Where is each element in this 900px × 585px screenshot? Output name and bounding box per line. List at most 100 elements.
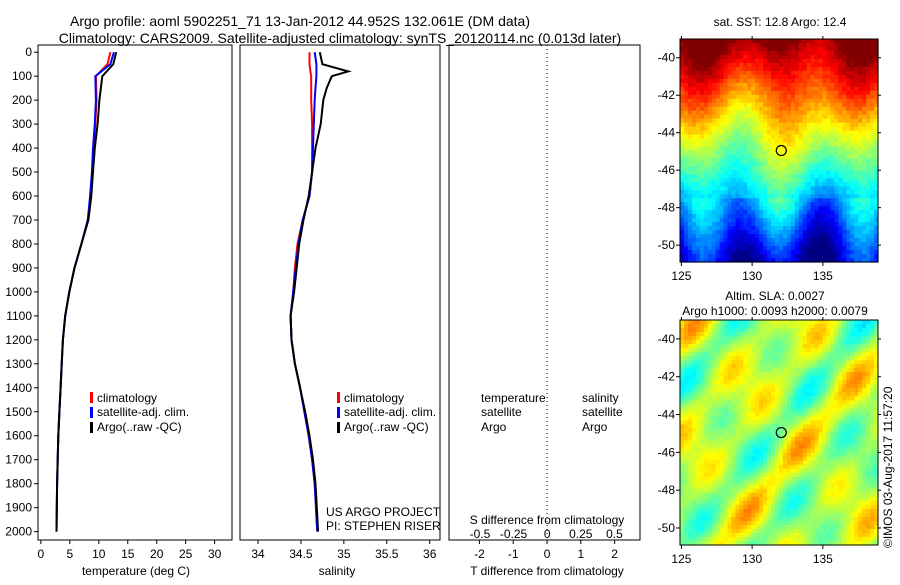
heatmap-cell: [834, 226, 839, 231]
heatmap-cell: [728, 400, 733, 405]
heatmap-cell: [704, 186, 709, 191]
heatmap-cell: [688, 47, 693, 52]
heatmap-cell: [763, 360, 768, 365]
heatmap-cell: [862, 210, 867, 215]
heatmap-cell: [807, 332, 812, 337]
heatmap-cell: [811, 376, 816, 381]
heatmap-cell: [807, 115, 812, 120]
heatmap-cell: [779, 404, 784, 409]
heatmap-cell: [684, 352, 689, 357]
heatmap-cell: [743, 453, 748, 458]
heatmap-cell: [807, 453, 812, 458]
heatmap-cell: [747, 170, 752, 175]
heatmap-cell: [811, 55, 816, 60]
heatmap-cell: [779, 242, 784, 247]
heatmap-cell: [779, 336, 784, 341]
heatmap-cell: [708, 123, 713, 128]
heatmap-cell: [724, 242, 729, 247]
heatmap-cell: [775, 246, 780, 251]
heatmap-cell: [700, 218, 705, 223]
heatmap-cell: [704, 51, 709, 56]
heatmap-cell: [791, 210, 796, 215]
heatmap-cell: [795, 198, 800, 203]
heatmap-cell: [735, 344, 740, 349]
heatmap-cell: [819, 43, 824, 48]
heatmap-cell: [803, 182, 808, 187]
heatmap-cell: [850, 131, 855, 136]
heatmap-cell: [819, 194, 824, 199]
heatmap-cell: [858, 380, 863, 385]
heatmap-cell: [755, 198, 760, 203]
heatmap-cell: [696, 234, 701, 239]
heatmap-cell: [747, 95, 752, 100]
heatmap-cell: [728, 368, 733, 373]
heatmap-cell: [747, 408, 752, 413]
heatmap-cell: [779, 178, 784, 183]
heatmap-cell: [747, 481, 752, 486]
title-line-2: Climatology: CARS2009. Satellite-adjuste…: [59, 30, 621, 46]
heatmap-cell: [862, 206, 867, 211]
heatmap-cell: [799, 91, 804, 96]
heatmap-cell: [827, 63, 832, 68]
heatmap-cell: [724, 376, 729, 381]
heatmap-cell: [743, 143, 748, 148]
heatmap-cell: [751, 202, 756, 207]
heatmap-cell: [739, 250, 744, 255]
heatmap-cell: [724, 352, 729, 357]
heatmap-cell: [716, 170, 721, 175]
heatmap-cell: [783, 469, 788, 474]
heatmap-cell: [827, 230, 832, 235]
heatmap-cell: [799, 154, 804, 159]
heatmap-cell: [834, 147, 839, 152]
heatmap-cell: [850, 420, 855, 425]
heatmap-cell: [866, 154, 871, 159]
heatmap-cell: [815, 166, 820, 171]
heatmap-cell: [763, 166, 768, 171]
heatmap-cell: [751, 481, 756, 486]
heatmap-cell: [870, 238, 875, 243]
heatmap-cell: [739, 420, 744, 425]
heatmap-cell: [791, 246, 796, 251]
heatmap-cell: [827, 340, 832, 345]
heatmap-cell: [712, 380, 717, 385]
heatmap-cell: [799, 178, 804, 183]
heatmap-cell: [696, 55, 701, 60]
heatmap-cell: [787, 178, 792, 183]
heatmap-cell: [807, 47, 812, 52]
heatmap-cell: [862, 170, 867, 175]
heatmap-cell: [751, 461, 756, 466]
heatmap-cell: [755, 103, 760, 108]
heatmap-cell: [731, 119, 736, 124]
heatmap-cell: [724, 170, 729, 175]
heatmap-cell: [795, 238, 800, 243]
heatmap-cell: [838, 218, 843, 223]
heatmap-cell: [799, 151, 804, 156]
heatmap-cell: [767, 238, 772, 243]
heatmap-cell: [767, 404, 772, 409]
heatmap-cell: [838, 242, 843, 247]
heatmap-cell: [716, 441, 721, 446]
heatmap-cell: [747, 340, 752, 345]
heatmap-cell: [858, 481, 863, 486]
heatmap-cell: [791, 99, 796, 104]
heatmap-cell: [823, 254, 828, 259]
heatmap-cell: [684, 445, 689, 450]
heatmap-cell: [716, 364, 721, 369]
heatmap-cell: [795, 364, 800, 369]
heatmap-cell: [854, 465, 859, 470]
heatmap-cell: [720, 473, 725, 478]
heatmap-cell: [842, 324, 847, 329]
heatmap-cell: [854, 404, 859, 409]
heatmap-cell: [846, 214, 851, 219]
heatmap-cell: [696, 95, 701, 100]
heatmap-cell: [724, 63, 729, 68]
heatmap-cell: [696, 424, 701, 429]
heatmap-cell: [870, 178, 875, 183]
heatmap-cell: [862, 123, 867, 128]
heatmap-cell: [791, 453, 796, 458]
heatmap-cell: [759, 400, 764, 405]
heatmap-cell: [735, 147, 740, 152]
heatmap-cell: [684, 151, 689, 156]
heatmap-cell: [838, 336, 843, 341]
heatmap-cell: [854, 222, 859, 227]
